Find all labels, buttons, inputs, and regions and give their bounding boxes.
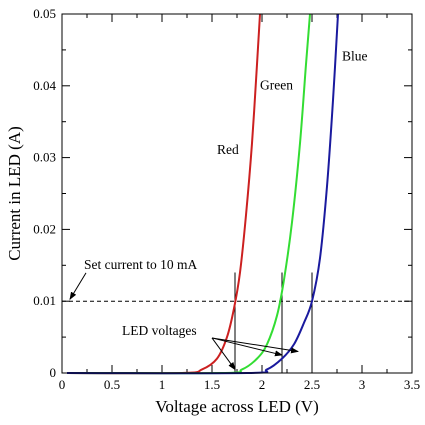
x-axis-title: Voltage across LED (V) bbox=[155, 397, 319, 416]
led-voltages-arrow bbox=[211, 337, 283, 357]
y-tick-label: 0.04 bbox=[33, 78, 56, 93]
y-tick-label: 0 bbox=[50, 365, 57, 380]
series-label-green: Green bbox=[260, 77, 293, 92]
x-tick-label: 2 bbox=[259, 377, 266, 392]
led-voltages-label: LED voltages bbox=[122, 323, 197, 338]
plot-layer bbox=[62, 13, 412, 375]
series-red-line bbox=[66, 13, 261, 375]
y-tick-label: 0.02 bbox=[33, 221, 56, 236]
set-current-label: Set current to 10 mA bbox=[84, 257, 197, 272]
series-green-line bbox=[66, 13, 311, 375]
annotation-layer: Set current to 10 mA LED voltages Red Green… bbox=[69, 49, 368, 371]
x-tick-label: 1 bbox=[159, 377, 166, 392]
series-label-red: Red bbox=[217, 142, 239, 157]
x-tick-label: 3 bbox=[359, 377, 366, 392]
y-tick-label: 0.01 bbox=[33, 293, 56, 308]
x-tick-label: 1.5 bbox=[204, 377, 220, 392]
x-tick-label: 3.5 bbox=[404, 377, 420, 392]
y-tick-label: 0.05 bbox=[33, 6, 56, 21]
x-tick-label: 0 bbox=[59, 377, 66, 392]
set-current-arrow bbox=[69, 272, 87, 301]
tick-layer: 0 0.5 1 1.5 2 2.5 3 3.5 0 0.01 0.02 0.03 0.04 0.05 bbox=[33, 6, 420, 392]
led-voltages-arrow bbox=[211, 337, 236, 371]
y-axis-title: Current in LED (A) bbox=[5, 126, 24, 261]
series-label-blue: Blue bbox=[342, 49, 368, 64]
x-tick-label: 0.5 bbox=[104, 377, 120, 392]
series-blue-line bbox=[66, 13, 339, 375]
led-voltages-arrow bbox=[211, 337, 299, 354]
plot-frame bbox=[61, 13, 413, 374]
x-tick-label: 2.5 bbox=[304, 377, 320, 392]
y-tick-label: 0.03 bbox=[33, 150, 56, 165]
